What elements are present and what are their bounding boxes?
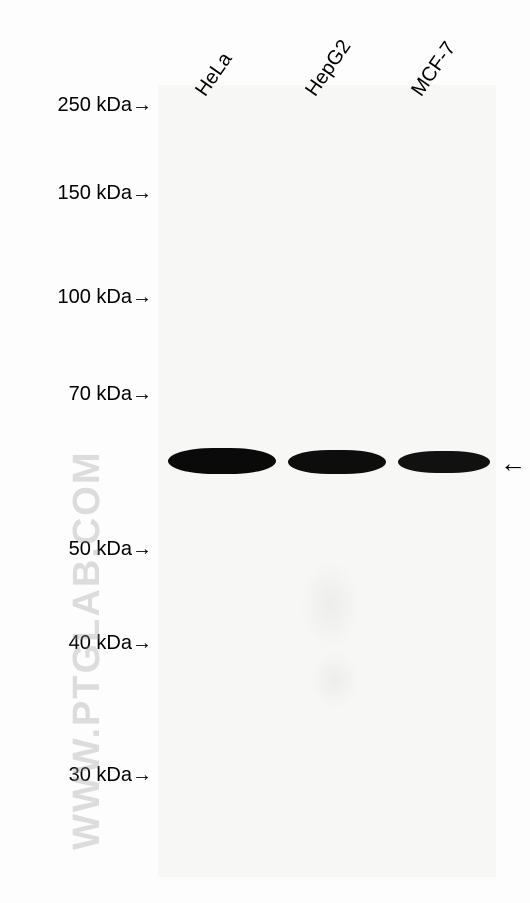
blot-smudge	[300, 560, 360, 650]
mw-100: 100 kDa→	[58, 286, 153, 309]
blot-figure: HeLa HepG2 MCF-7 250 kDa→ 150 kDa→ 100 k…	[0, 0, 530, 903]
mw-250: 250 kDa→	[58, 94, 153, 117]
blot-smudge	[310, 650, 360, 710]
watermark-text: WWW.PTGLAB.COM	[66, 451, 109, 850]
band-pointer-arrow: ←	[500, 448, 526, 479]
mw-150: 150 kDa→	[58, 182, 153, 205]
band-lane-3	[398, 451, 490, 473]
blot-membrane	[158, 85, 496, 877]
mw-70: 70 kDa→	[69, 383, 152, 406]
band-lane-1	[168, 448, 276, 474]
band-lane-2	[288, 450, 386, 474]
